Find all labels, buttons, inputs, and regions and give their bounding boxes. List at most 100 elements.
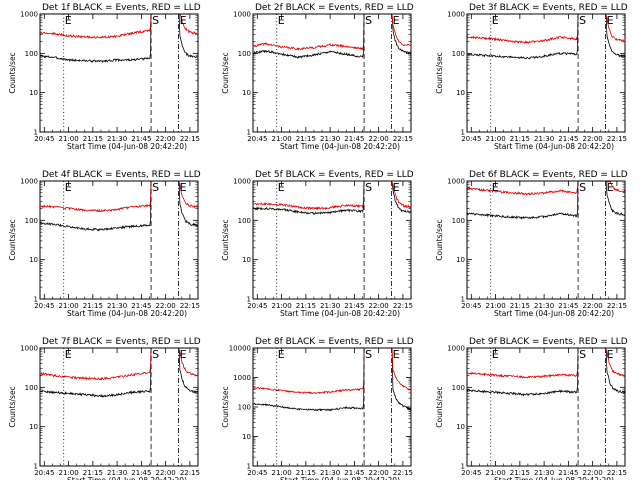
x-tick-label: 21:00 xyxy=(271,135,291,143)
series-line-events-post xyxy=(391,181,412,214)
x-tick-label: 21:30 xyxy=(320,135,340,143)
x-tick-label: 20:45 xyxy=(247,302,267,310)
x-tick-label: 21:00 xyxy=(58,135,78,143)
x-tick-label: 21:15 xyxy=(296,135,316,143)
panel-det-8: Det 8f BLACK = Events, RED = LLD 1 10 100 10… xyxy=(221,337,414,480)
panel-det-1: Det 1f BLACK = Events, RED = LLD 1 10 100 10… xyxy=(8,3,201,151)
series-line-events-pre xyxy=(466,348,579,397)
x-tick-label: 21:30 xyxy=(107,469,127,477)
x-tick-label: 21:45 xyxy=(131,469,151,477)
x-tick-label: 22:15 xyxy=(607,302,627,310)
series-line-lld-pre xyxy=(466,13,579,45)
marker-label: E xyxy=(65,14,72,27)
x-tick-label: 21:00 xyxy=(485,135,505,143)
x-tick-label: 22:00 xyxy=(369,302,389,310)
marker-label: E xyxy=(180,14,187,27)
x-tick-label: 22:00 xyxy=(156,302,176,310)
x-tick-label: 21:00 xyxy=(271,469,291,477)
x-tick-label: 22:15 xyxy=(607,469,627,477)
series-line-lld-pre xyxy=(39,180,152,213)
x-tick-label: 21:30 xyxy=(534,302,554,310)
plot-frame xyxy=(252,13,412,133)
marker-label: S xyxy=(365,348,372,361)
y-tick-label: 1000 xyxy=(447,345,465,353)
x-tick-label: 22:15 xyxy=(180,469,200,477)
plot-frame xyxy=(252,180,412,300)
panel-title: Det 8f BLACK = Events, RED = LLD xyxy=(255,337,414,347)
y-axis-label: Counts/sec xyxy=(8,52,17,93)
x-tick-label: 21:00 xyxy=(58,469,78,477)
panel-title: Det 7f BLACK = Events, RED = LLD xyxy=(42,337,201,347)
marker-label: S xyxy=(579,181,586,194)
y-tick-label: 100 xyxy=(238,404,251,412)
series-line-lld-pre xyxy=(39,347,152,381)
y-tick-label: 100 xyxy=(452,384,465,392)
x-axis-label: Start Time (04-Jun-08 20:42:20) xyxy=(494,142,614,151)
y-tick-label: 100 xyxy=(25,217,38,225)
y-tick-label: 1000 xyxy=(447,11,465,19)
x-tick-label: 21:00 xyxy=(58,302,78,310)
marker-label: E xyxy=(492,181,499,194)
series-line-events-post xyxy=(605,348,626,395)
y-tick-label: 10 xyxy=(29,423,38,431)
y-tick-label: 10 xyxy=(456,89,465,97)
series-line-events-post xyxy=(605,181,626,216)
x-tick-label: 21:45 xyxy=(344,302,364,310)
marker-label: E xyxy=(180,348,187,361)
x-tick-label: 20:45 xyxy=(34,302,54,310)
y-tick-label: 1 xyxy=(34,463,38,471)
series-line-lld-post xyxy=(178,181,199,209)
x-tick-label: 21:00 xyxy=(271,302,291,310)
panel-det-3: Det 3f BLACK = Events, RED = LLD 1 10 100 10… xyxy=(435,3,628,151)
x-axis-label: Start Time (04-Jun-08 20:42:20) xyxy=(280,309,400,318)
x-axis-label: Start Time (04-Jun-08 20:42:20) xyxy=(494,476,614,480)
y-tick-label: 1000 xyxy=(233,11,251,19)
x-tick-label: 21:15 xyxy=(510,469,530,477)
series-line-lld-post xyxy=(606,181,626,193)
marker-label: E xyxy=(278,14,285,27)
x-tick-label: 21:15 xyxy=(83,135,103,143)
marker-label: E xyxy=(492,14,499,27)
x-tick-label: 20:45 xyxy=(461,135,481,143)
plot-frame xyxy=(466,180,626,300)
x-tick-label: 21:45 xyxy=(344,469,364,477)
series-line-lld-post xyxy=(391,14,412,47)
marker-label: E xyxy=(180,181,187,194)
y-tick-label: 1000 xyxy=(447,178,465,186)
marker-label: E xyxy=(492,348,499,361)
marker-label: S xyxy=(152,181,159,194)
series-line-events-post xyxy=(605,14,626,59)
y-tick-label: 1 xyxy=(461,296,465,304)
x-tick-label: 20:45 xyxy=(247,469,267,477)
y-tick-label: 10 xyxy=(456,256,465,264)
x-tick-label: 21:30 xyxy=(534,469,554,477)
x-axis-label: Start Time (04-Jun-08 20:42:20) xyxy=(67,142,187,151)
x-axis-label: Start Time (04-Jun-08 20:42:20) xyxy=(67,309,187,318)
x-tick-label: 21:45 xyxy=(344,135,364,143)
marker-label: E xyxy=(393,348,400,361)
y-tick-label: 10 xyxy=(242,433,251,441)
y-tick-label: 10 xyxy=(242,89,251,97)
x-tick-label: 22:15 xyxy=(393,469,413,477)
y-tick-label: 100 xyxy=(238,50,251,58)
series-line-lld-pre xyxy=(466,180,579,196)
series-line-events-pre xyxy=(39,14,152,64)
series-line-lld-pre xyxy=(252,180,365,211)
plot-frame xyxy=(39,180,199,300)
y-axis-label: Counts/sec xyxy=(221,52,230,93)
x-tick-label: 21:00 xyxy=(485,302,505,310)
x-tick-label: 21:30 xyxy=(320,469,340,477)
y-tick-label: 100 xyxy=(25,50,38,58)
series-line-events-pre xyxy=(252,180,365,215)
panel-title: Det 9f BLACK = Events, RED = LLD xyxy=(469,337,628,347)
series-line-lld-post xyxy=(605,14,626,43)
series-line-events-post xyxy=(178,348,199,394)
marker-label: S xyxy=(152,348,159,361)
series-line-lld-post xyxy=(391,181,412,209)
series-line-lld-post xyxy=(391,348,412,391)
x-tick-label: 21:45 xyxy=(131,302,151,310)
x-tick-label: 22:15 xyxy=(393,302,413,310)
y-tick-label: 1 xyxy=(34,129,38,137)
x-tick-label: 21:45 xyxy=(558,302,578,310)
